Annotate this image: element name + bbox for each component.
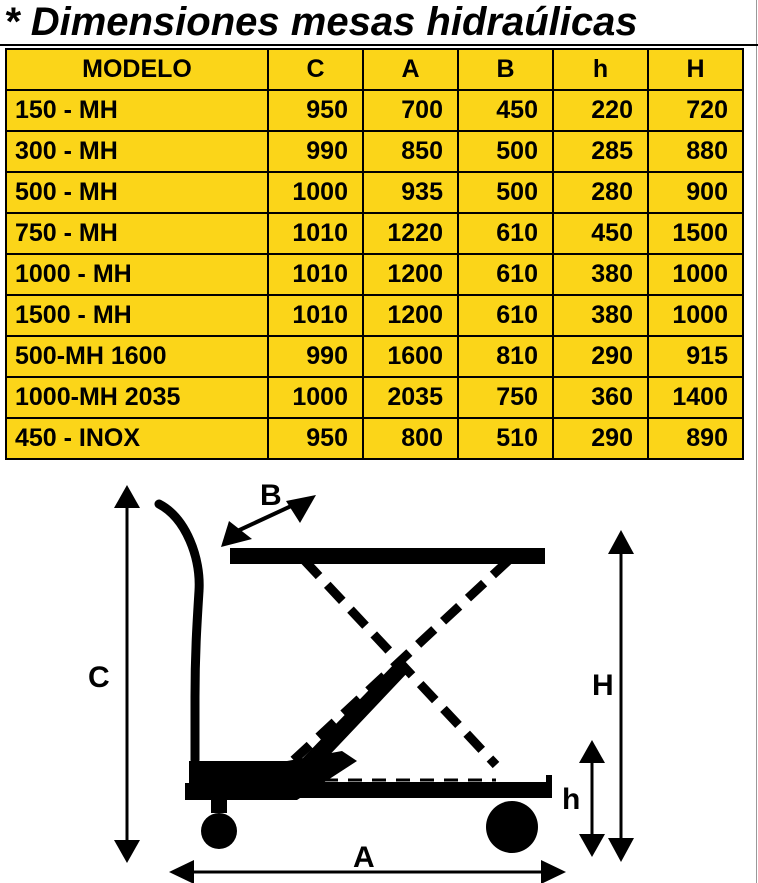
svg-text:B: B (260, 479, 282, 512)
svg-text:C: C (88, 661, 110, 694)
svg-text:h: h (562, 783, 580, 816)
svg-text:A: A (353, 841, 375, 874)
svg-text:H: H (592, 669, 614, 702)
